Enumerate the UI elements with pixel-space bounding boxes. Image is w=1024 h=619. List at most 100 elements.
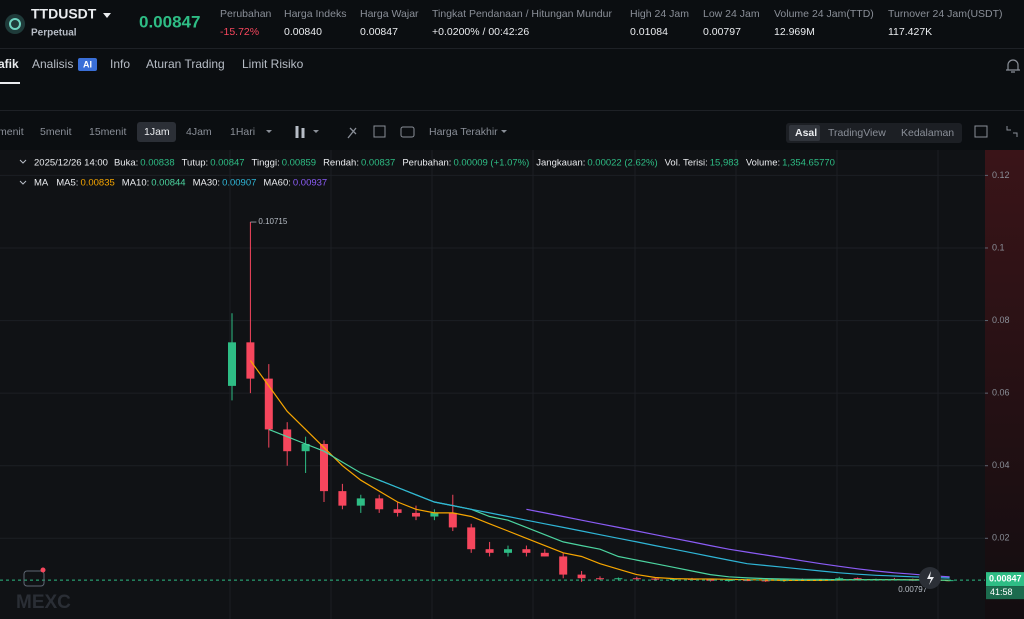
- candle-body: [412, 512, 420, 517]
- interval[interactable]: 1Hari: [230, 126, 255, 138]
- ma-line: [378, 479, 950, 579]
- candle-body: [761, 580, 770, 582]
- fullscreen-icon[interactable]: [1006, 126, 1018, 137]
- tab[interactable]: afik: [0, 57, 19, 71]
- stat-label: Perubahan: [220, 8, 272, 20]
- ma-label: MA30:: [193, 178, 220, 189]
- candle-body: [651, 578, 660, 580]
- ma-label: MA60:: [263, 178, 290, 189]
- ohlc-label: Perubahan:: [402, 158, 451, 169]
- layout-icon[interactable]: [974, 125, 988, 138]
- stat-value: 0.00797: [703, 26, 741, 38]
- y-tick-label: 0.04: [992, 460, 1010, 470]
- dropdown-icons[interactable]: [266, 130, 319, 133]
- candle-body: [540, 552, 549, 557]
- chart-area: [0, 150, 1024, 619]
- bottom-icon[interactable]: [23, 570, 45, 587]
- stat-label: Volume 24 Jam(TTD): [774, 8, 874, 20]
- interval[interactable]: 1Jam: [144, 126, 170, 138]
- coin-logo: [5, 14, 25, 34]
- candle-body: [632, 578, 641, 580]
- interval[interactable]: 5menit: [40, 126, 72, 138]
- candle-body: [338, 491, 347, 506]
- ma-line: [526, 508, 950, 578]
- dropdown-icon[interactable]: [103, 13, 111, 18]
- stat-label: Tingkat Pendanaan / Hitungan Mundur: [432, 8, 612, 20]
- interval[interactable]: menit: [0, 126, 24, 138]
- ai-badge-bg: [78, 58, 97, 71]
- watermark: MEXC: [16, 592, 71, 613]
- candle-body: [320, 443, 328, 492]
- coin-logo-mark: [9, 18, 21, 30]
- ohlc-label: Volume:: [746, 158, 780, 169]
- stat-value: -15.72%: [220, 26, 259, 38]
- chart-type-icon[interactable]: [295, 126, 305, 138]
- candle-body: [448, 512, 457, 528]
- ohlc-value: 0.00837: [361, 158, 395, 169]
- view-option[interactable]: Asal: [795, 127, 817, 139]
- candle-body: [743, 580, 752, 582]
- last-price: 0.00847: [139, 12, 200, 31]
- interval-selected-bg: [137, 122, 176, 142]
- y-tick-label: 0.06: [992, 388, 1010, 398]
- view-selected-bg: [789, 125, 820, 141]
- price-type[interactable]: Harga Terakhir: [429, 126, 498, 138]
- ohlc-value: 0.00009 (+1.07%): [453, 158, 529, 169]
- tab[interactable]: Info: [110, 57, 130, 71]
- view-option[interactable]: Kedalaman: [901, 127, 954, 139]
- tab[interactable]: Limit Risiko: [242, 57, 304, 71]
- candle-body: [522, 549, 531, 553]
- ohlc-label: Buka:: [114, 158, 138, 169]
- ohlc-label: Tinggi:: [252, 158, 280, 169]
- ohlc-label: Rendah:: [323, 158, 359, 169]
- ohlc-value: 1,354.65770: [782, 158, 835, 169]
- ohlc-value: 0.00859: [282, 158, 316, 169]
- low-label: 0.00797: [898, 585, 927, 594]
- stat-label: Turnover 24 Jam(USDT): [888, 8, 1003, 20]
- tab[interactable]: Aturan Trading: [146, 57, 225, 71]
- candle-body: [393, 509, 402, 513]
- notification-dot: [40, 567, 46, 573]
- contract-type: Perpetual: [31, 28, 77, 39]
- candle-body: [485, 549, 494, 553]
- candle-body: [669, 578, 678, 580]
- interval[interactable]: 4Jam: [186, 126, 212, 138]
- camera-icon[interactable]: [400, 126, 415, 138]
- last-price-tag-label: 0.00847: [989, 574, 1022, 584]
- view-option[interactable]: TradingView: [828, 127, 886, 139]
- stat-value: +0.0200% / 00:42:26: [432, 26, 529, 38]
- candle-body: [301, 443, 310, 452]
- chart: 0.02 0.04 0.06 0.08 0.1 0.12 0.10715 0.00797 0.0…: [0, 150, 1024, 619]
- candle-body: [246, 342, 255, 379]
- ai-badge: AI: [83, 59, 92, 69]
- ohlc-value: 0.00022 (2.62%): [587, 158, 657, 169]
- stat-label: Low 24 Jam: [703, 8, 760, 20]
- ohlc-label: Jangkauan:: [536, 158, 585, 169]
- y-tick-label: 0.02: [992, 533, 1010, 543]
- ohlc-label: Tutup:: [182, 158, 209, 169]
- candle-body: [356, 498, 365, 506]
- stat-label: Harga Wajar: [360, 8, 419, 20]
- draw-icon[interactable]: [347, 127, 357, 139]
- ohlc-label: Vol. Terisi:: [665, 158, 708, 169]
- candle-body: [430, 512, 439, 517]
- ma-value: 0.00937: [293, 178, 327, 189]
- tab[interactable]: Analisis: [32, 57, 73, 71]
- ma-value: 0.00835: [80, 178, 114, 189]
- collapse-icons[interactable]: [19, 159, 27, 185]
- divider: [0, 48, 1024, 49]
- interval[interactable]: 15menit: [89, 126, 126, 138]
- last-price-tag: [986, 572, 1024, 587]
- stat-value: 0.01084: [630, 26, 668, 38]
- divider: [0, 110, 1024, 111]
- bell-icon[interactable]: [1006, 59, 1020, 73]
- lightning-icon: [927, 571, 934, 585]
- candle-body: [375, 498, 384, 510]
- indicator-icon[interactable]: [373, 125, 386, 138]
- stat-value: 117.427K: [888, 26, 932, 38]
- symbol[interactable]: TTDUSDT: [31, 6, 97, 22]
- stat-label: High 24 Jam: [630, 8, 689, 20]
- candle-body: [228, 342, 236, 386]
